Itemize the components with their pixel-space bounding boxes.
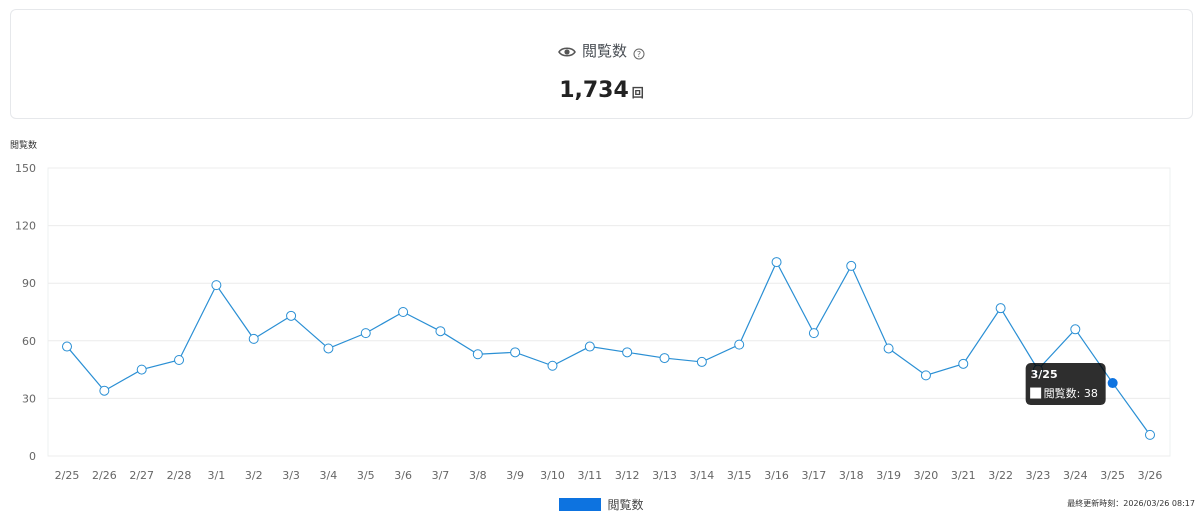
x-tick-label: 3/4 xyxy=(320,469,338,482)
summary-title: 閲覧数 xyxy=(581,42,627,60)
svg-text:?: ? xyxy=(637,50,641,59)
data-point[interactable] xyxy=(472,349,483,360)
data-point[interactable] xyxy=(99,385,110,396)
help-circle-icon[interactable]: ? xyxy=(633,45,645,59)
tooltip-title: 3/25 xyxy=(1031,368,1058,381)
y-tick-label: 120 xyxy=(15,220,36,233)
x-tick-label: 3/1 xyxy=(208,469,226,482)
summary-value-row: 1,734 回 xyxy=(11,78,1192,103)
data-point[interactable] xyxy=(286,310,297,321)
data-point[interactable] xyxy=(136,364,147,375)
y-tick-label: 90 xyxy=(22,277,36,290)
x-tick-label: 3/12 xyxy=(615,469,640,482)
data-point[interactable] xyxy=(995,303,1006,314)
x-tick-label: 3/2 xyxy=(245,469,263,482)
legend-swatch xyxy=(559,498,602,511)
data-point[interactable] xyxy=(920,370,931,381)
data-point[interactable] xyxy=(62,341,72,352)
x-tick-label: 3/14 xyxy=(690,469,715,482)
data-point[interactable] xyxy=(510,347,521,358)
x-tick-label: 3/20 xyxy=(914,469,939,482)
chart-legend[interactable]: 閲覧数 xyxy=(0,496,1203,513)
data-point[interactable] xyxy=(1107,378,1118,389)
data-point[interactable] xyxy=(360,328,371,339)
x-tick-label: 3/17 xyxy=(802,469,827,482)
x-tick-label: 3/26 xyxy=(1138,469,1163,482)
x-tick-label: 2/25 xyxy=(55,469,80,482)
last-updated-text: 最終更新時刻：2026/03/26 08:17 xyxy=(1067,499,1195,508)
data-point[interactable] xyxy=(696,356,707,367)
y-tick-label: 150 xyxy=(15,162,36,175)
tooltip-label: 閲覧数: 38 xyxy=(1044,386,1098,400)
x-tick-label: 3/6 xyxy=(394,469,412,482)
x-tick-label: 2/26 xyxy=(92,469,117,482)
data-point[interactable] xyxy=(771,257,782,268)
summary-title-row: 閲覧数 ? xyxy=(11,40,1192,61)
data-point[interactable] xyxy=(734,339,745,350)
y-tick-label: 60 xyxy=(22,335,36,348)
y-tick-label: 0 xyxy=(29,450,36,463)
data-point[interactable] xyxy=(547,360,558,371)
data-point[interactable] xyxy=(211,280,222,291)
data-point[interactable] xyxy=(846,260,857,271)
x-tick-label: 2/28 xyxy=(167,469,192,482)
y-axis-label: 閲覧数 xyxy=(10,141,38,151)
summary-card: 閲覧数 ? 1,734 回 xyxy=(10,9,1193,119)
data-point[interactable] xyxy=(659,353,670,364)
x-tick-label: 3/15 xyxy=(727,469,752,482)
eye-icon xyxy=(558,44,576,58)
x-tick-label: 3/23 xyxy=(1026,469,1051,482)
x-tick-label: 3/24 xyxy=(1063,469,1088,482)
data-point[interactable] xyxy=(323,343,334,354)
data-point[interactable] xyxy=(584,341,595,352)
views-line-chart: 0 30 60 90 120 150 2/25 2/26 2/27 2/28 3/1 3/2 3/3 3/… xyxy=(15,162,1171,482)
x-tick-label: 2/27 xyxy=(129,469,154,482)
data-point[interactable] xyxy=(174,355,185,365)
x-tick-label: 3/21 xyxy=(951,469,976,482)
x-tick-label: 3/25 xyxy=(1100,469,1125,482)
summary-value: 1,734 xyxy=(559,78,629,103)
y-tick-label: 30 xyxy=(22,392,36,405)
x-tick-label: 3/11 xyxy=(577,469,602,482)
series-line xyxy=(66,260,1151,436)
x-tick-label: 3/3 xyxy=(282,469,300,482)
x-tick-label: 3/7 xyxy=(432,469,450,482)
data-point[interactable] xyxy=(808,328,819,339)
data-point[interactable] xyxy=(398,307,409,317)
x-tick-label: 3/18 xyxy=(839,469,864,482)
x-tick-label: 3/9 xyxy=(506,469,524,482)
x-tick-label: 3/19 xyxy=(876,469,901,482)
data-point[interactable] xyxy=(1145,429,1155,440)
x-tick-label: 3/13 xyxy=(652,469,677,482)
x-tick-label: 3/22 xyxy=(988,469,1013,482)
tooltip-swatch xyxy=(1030,387,1042,399)
x-tick-label: 3/8 xyxy=(469,469,487,482)
data-point[interactable] xyxy=(883,343,894,354)
summary-unit: 回 xyxy=(631,86,644,100)
tooltip-box xyxy=(1025,363,1106,406)
data-point[interactable] xyxy=(958,358,969,369)
data-point[interactable] xyxy=(248,333,259,344)
x-tick-label: 3/10 xyxy=(540,469,565,482)
data-point[interactable] xyxy=(1070,324,1081,335)
legend-label: 閲覧数 xyxy=(607,498,644,512)
data-point[interactable] xyxy=(435,326,446,337)
x-tick-label: 3/5 xyxy=(357,469,375,482)
x-tick-label: 3/16 xyxy=(764,469,789,482)
data-point[interactable] xyxy=(622,347,633,358)
